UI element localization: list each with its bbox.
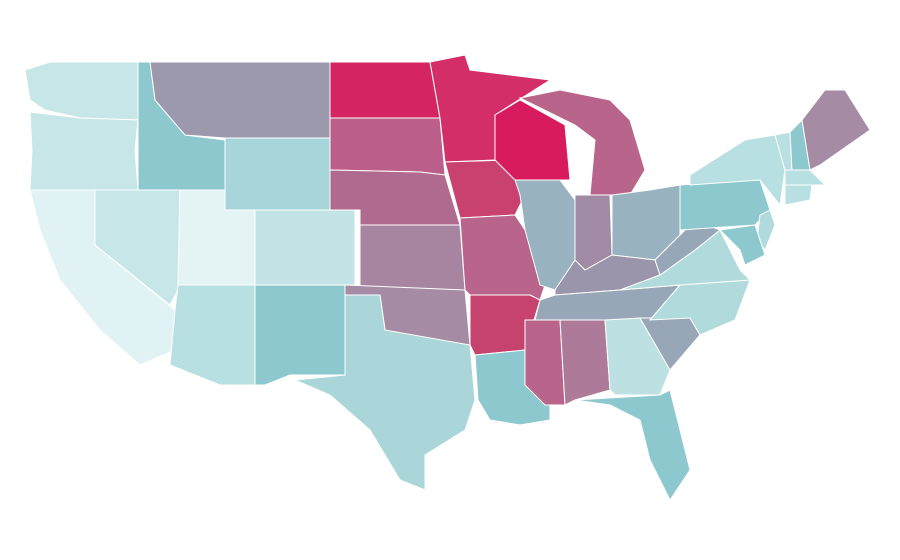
state-region bbox=[224, 137, 331, 211]
state-region bbox=[718, 224, 766, 266]
state-region bbox=[784, 169, 827, 186]
state-region bbox=[294, 294, 476, 491]
state-region bbox=[24, 61, 139, 121]
state-region bbox=[559, 319, 611, 406]
state-region bbox=[359, 224, 466, 291]
state-region bbox=[254, 209, 356, 286]
state-region bbox=[689, 134, 786, 207]
state-region bbox=[679, 179, 771, 231]
state-region bbox=[329, 61, 441, 119]
state-region bbox=[801, 89, 871, 171]
state-region bbox=[169, 284, 256, 386]
state-region bbox=[254, 284, 346, 386]
state-region bbox=[329, 117, 446, 176]
state-region bbox=[518, 89, 646, 196]
state-region bbox=[784, 184, 813, 206]
state-region bbox=[574, 389, 691, 501]
state-region bbox=[29, 111, 139, 191]
state-region bbox=[494, 99, 571, 181]
